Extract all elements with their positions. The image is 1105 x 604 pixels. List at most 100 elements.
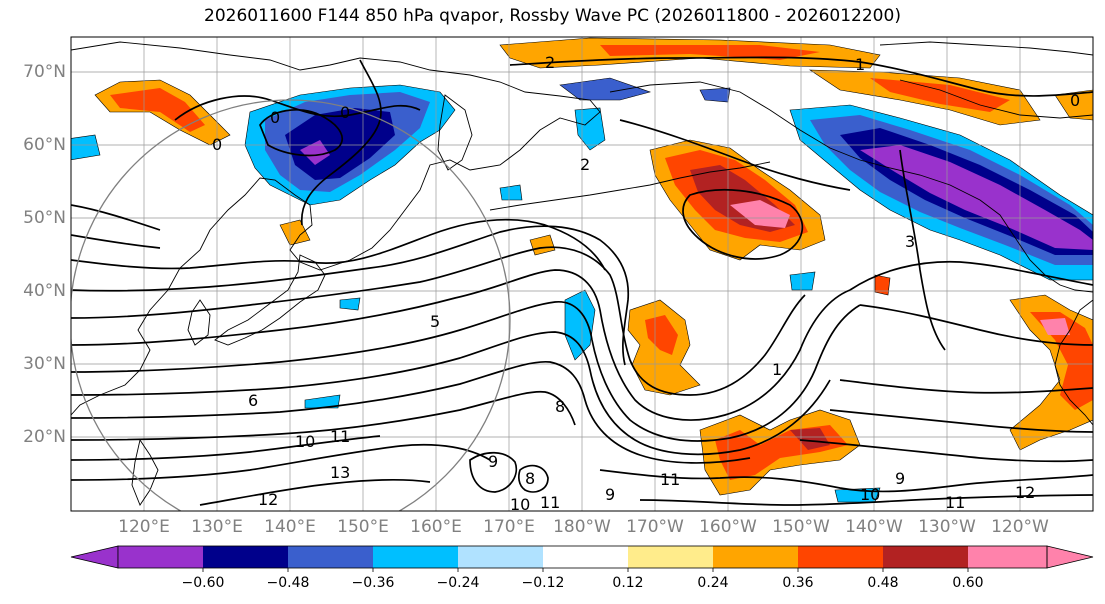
colorbar-segment	[968, 546, 1047, 568]
contour-south-east-2	[639, 494, 1093, 506]
contour-label: 8	[555, 397, 565, 416]
coastline-alaska	[609, 81, 1093, 293]
contour-10	[71, 435, 381, 461]
shaded-anomalies	[71, 37, 1093, 503]
contour-north-central	[619, 119, 851, 191]
colorbar-ticks	[202, 568, 969, 572]
contour-11	[71, 443, 491, 481]
colorbar-frame	[117, 545, 1048, 569]
plot-frame	[70, 36, 1094, 512]
contour-south-8	[518, 464, 549, 493]
contour-label-group: 0 0 0 2 2 1 0 5 6 10 11 13 12 9 8 10 11 …	[212, 53, 1080, 514]
contour-label: 1	[855, 55, 865, 74]
contour-8	[71, 360, 751, 464]
anomaly-region-blue-small-4	[71, 134, 101, 161]
coastline-asia	[71, 41, 601, 416]
colorbar-tick-label: 0.60	[952, 575, 984, 591]
contour-label: 2	[580, 155, 590, 174]
coastline-japan	[214, 254, 326, 346]
colorbar-tick-label: −0.36	[351, 575, 395, 591]
lon-label: 120°E	[118, 517, 170, 537]
contour-label: 12	[1015, 483, 1035, 502]
lon-label: 130°W	[918, 517, 976, 537]
contour-east-2	[849, 260, 1093, 291]
lon-label: 160°E	[410, 517, 462, 537]
contour-3	[71, 246, 806, 396]
contour-east-1	[859, 304, 1093, 346]
lon-label: 170°W	[626, 517, 684, 537]
anomaly-region-okhotsk-purple	[300, 140, 330, 165]
colorbar-tick-label: −0.48	[266, 575, 310, 591]
colorbar-segment	[458, 546, 543, 568]
lon-label: 140°W	[845, 517, 903, 537]
contour-label: 13	[330, 463, 350, 482]
anomaly-region-mid-pacific-30n-inner	[645, 315, 678, 355]
colorbar-segment	[288, 546, 373, 568]
colorbar-segment	[883, 546, 968, 568]
contour-label: 9	[895, 469, 905, 488]
contour-label: 10	[510, 495, 530, 514]
contour-label: 0	[212, 135, 222, 154]
lon-label: 150°W	[772, 517, 830, 537]
contour-label: 9	[605, 485, 615, 504]
contour-label: 11	[660, 470, 680, 489]
contour-lines	[71, 56, 1093, 506]
contour-left-lat-1	[71, 204, 161, 231]
coastline-taiwan-philippines	[131, 438, 159, 506]
anomaly-region-east-coast-pink	[1040, 318, 1070, 335]
contour-top-1	[509, 56, 1093, 97]
contour-label: 10	[295, 432, 315, 451]
contour-label: 0	[270, 108, 280, 127]
contour-label: 12	[258, 490, 278, 509]
contour-south-east-1	[599, 469, 1093, 493]
coastlines	[71, 41, 1093, 506]
lat-label: 40°N	[23, 281, 66, 301]
contour-2	[71, 225, 630, 366]
contour-top-0-ring	[259, 108, 343, 157]
lat-label: 50°N	[23, 208, 66, 228]
lat-label: 30°N	[23, 354, 66, 374]
colorbar-segment	[203, 546, 288, 568]
colorbar-segment	[118, 546, 203, 568]
anomaly-region-top-right	[1054, 89, 1093, 121]
colorbar-tick-label: 0.12	[612, 575, 644, 591]
contour-top-0-left	[174, 95, 421, 121]
anomaly-region-small-blue-6	[304, 394, 341, 409]
anomaly-region-blue-small-1	[559, 77, 652, 101]
coastline-aleutians	[489, 161, 771, 211]
colorbar-segment	[798, 546, 883, 568]
colorbar-tick-label: 0.36	[782, 575, 814, 591]
anomaly-region-small-orange-3	[874, 274, 891, 296]
contour-south-9	[469, 451, 518, 493]
anomaly-region-small-blue-9	[789, 271, 816, 291]
colorbar-segment	[713, 546, 798, 568]
contour-label: 10	[860, 485, 880, 504]
contour-12	[199, 479, 431, 506]
lon-label: 130°E	[191, 517, 243, 537]
anomaly-region-gulf-alaska-purple	[860, 145, 1093, 250]
contour-9	[71, 390, 576, 441]
contour-label: 2	[545, 53, 555, 72]
lat-label: 20°N	[23, 427, 66, 447]
colorbar-tick-label: 0.24	[697, 575, 729, 591]
anomaly-region-small-blue-5	[339, 297, 361, 311]
anomaly-region-siberia-inner	[110, 88, 205, 132]
lon-label: 140°E	[264, 517, 316, 537]
contour-east-4	[829, 409, 1093, 433]
contour-japan-1	[71, 218, 606, 271]
contour-alaska-low	[682, 188, 804, 260]
colorbar-tick-label: −0.60	[181, 575, 225, 591]
colorbar-tick-label: 0.48	[867, 575, 899, 591]
coastline-kamchatka	[437, 94, 473, 171]
colorbar-extend-high	[1046, 545, 1094, 569]
contour-alaska-3	[899, 149, 946, 351]
contour-east-3	[839, 379, 1093, 394]
colorbar-segment	[543, 546, 628, 568]
coastline-north-america-west	[1054, 299, 1093, 426]
lat-label: 60°N	[23, 135, 66, 155]
coastline-canada-north	[899, 79, 1093, 119]
contour-label: 3	[905, 232, 915, 251]
contour-label: 11	[330, 427, 350, 446]
contour-5	[71, 269, 851, 421]
